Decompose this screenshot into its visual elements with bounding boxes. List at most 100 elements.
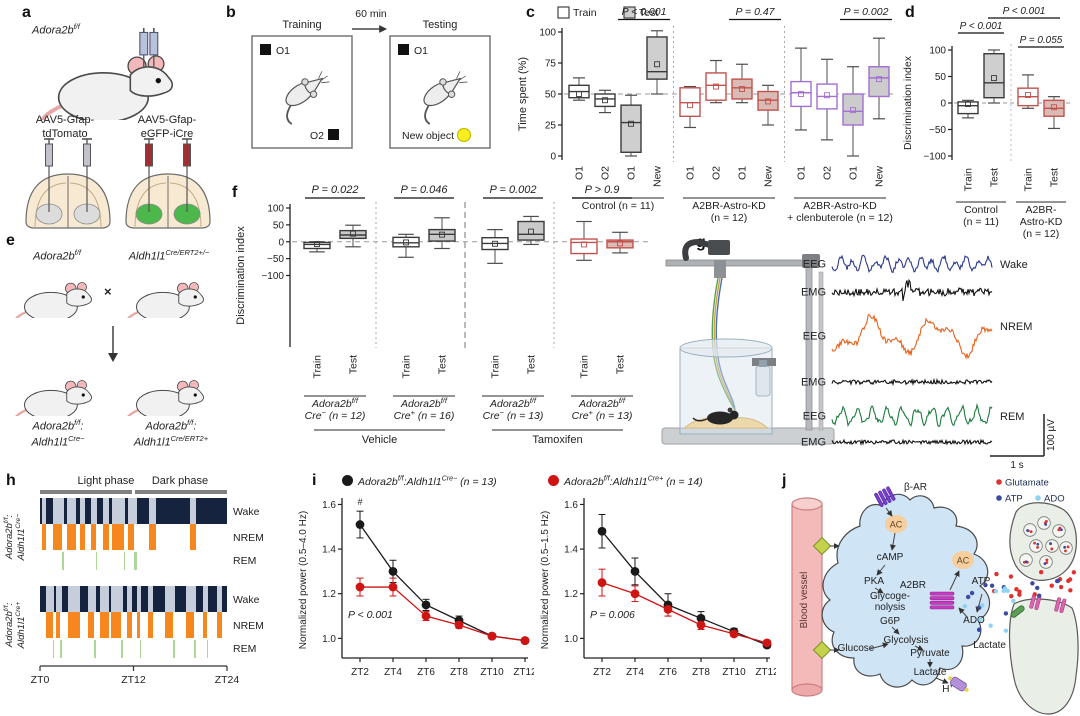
p-value-label: P = 0.47	[735, 6, 775, 18]
signal-trace	[831, 313, 993, 360]
ac-label: AC	[957, 556, 970, 566]
p-value-label: P > 0.9	[585, 184, 620, 196]
astrocyte-signaling-schematic: Blood vessel β-AR AC AC A2BR cAMP PKA Glycoge-n…	[791, 478, 1079, 715]
legend-label: Adora2bf/f:Aldh1l1Cre− (n = 13)	[358, 474, 497, 488]
x-category-label: Test	[348, 355, 360, 374]
x-category-label: Train	[1023, 168, 1035, 192]
panel-h-label: h	[6, 472, 16, 489]
group-name-label: (n = 12)	[711, 212, 747, 224]
arrow-down-icon	[108, 326, 118, 362]
y-tick-label: −100	[923, 152, 946, 163]
y-tick-label: 100	[929, 46, 946, 57]
legend-dot-icon	[1035, 495, 1041, 501]
panel-i: Adora2bf/f:Aldh1l1Cre− (n = 13) Adora2bf/…	[290, 468, 778, 716]
y-tick-label: 50	[935, 72, 947, 83]
y-tick-label: 0	[278, 237, 284, 248]
y-tick-label: 1.0	[564, 634, 578, 645]
x-category-label: Test	[615, 355, 627, 374]
normalized-power-chart-right: 1.0 1.2 1.4 1.6 Normalized power (0.5–1.5 Hz…	[540, 498, 776, 678]
lactate-transporter-icon	[1010, 605, 1025, 618]
x-category-label: O1	[574, 166, 586, 180]
x-category-label: O1	[737, 166, 749, 180]
trace-label: EEG	[803, 259, 826, 271]
astrocyte-shape	[821, 493, 991, 688]
discrimination-index-boxplot-d: 100 50 0 −50 −100 Discrimination index P < 0.0…	[902, 6, 1072, 240]
group-name-label: Adora2bf/f	[311, 396, 359, 410]
group-name-label: Cre+ (n = 13)	[572, 408, 633, 422]
normalized-power-chart-left: 1.0 1.2 1.4 1.6 Normalized power (0.5–4.0 Hz…	[298, 497, 534, 678]
x-category-label: O1	[796, 166, 808, 180]
x-category-label: New	[763, 166, 775, 187]
p-value-label: P = 0.055	[1020, 35, 1063, 46]
y-tick-label: 100	[539, 28, 556, 39]
x-category-label: O1	[626, 166, 638, 180]
legend-label: Adora2bf/f:Aldh1l1Cre+ (n = 14)	[564, 474, 703, 488]
panel-f: 100 50 0 −50 −100 Discrimination index P = 0.0…	[228, 180, 662, 454]
legend-label: ADO	[1044, 494, 1065, 505]
group-name-label: A2BR-Astro-KD	[692, 200, 766, 212]
adenylyl-cyclase-icon	[885, 515, 907, 533]
mouse-illustration	[15, 380, 92, 416]
pyruvate-label: Pyruvate	[910, 648, 950, 659]
offspring1-label: Adora2bf/f: Aldh1l1Cre−	[31, 418, 85, 450]
offspring2-label: Adora2bf/f: Aldh1l1Cre/ERT2+	[133, 418, 209, 450]
x-tick-label: ZT8	[450, 667, 468, 678]
panel-c: Train Test 0 25 50 75 100 Time spent (%) O1 O2 O1 N…	[512, 2, 904, 232]
x-category-label: New	[652, 166, 664, 187]
mouse-drawing	[127, 282, 204, 318]
x-category-label: Test	[526, 355, 538, 374]
parent1-label: Adora2bf/f	[33, 248, 81, 263]
g6p-label: G6P	[880, 616, 900, 627]
p-value-label: P < 0.001	[960, 21, 1003, 32]
p-value-label: P < 0.001	[622, 6, 667, 18]
recording-setup-illustration	[661, 238, 835, 445]
x-category-label: O1	[685, 166, 697, 180]
x-category-label: O2	[600, 166, 612, 180]
panel-d: 100 50 0 −50 −100 Discrimination index P < 0.0…	[898, 2, 1080, 242]
trace-label: EEG	[803, 331, 826, 343]
signal-trace	[831, 402, 993, 428]
mouse-illustration	[127, 282, 204, 318]
trace-label: EEG	[803, 411, 826, 423]
legend-label: Glutamate	[1005, 478, 1049, 489]
dark-phase-label: Dark phase	[152, 475, 208, 487]
y-tick-label: 1.4	[322, 545, 336, 556]
trace-label: EMG	[801, 437, 826, 449]
y-tick-label: 50	[545, 90, 557, 101]
panel-e-label: e	[6, 232, 15, 249]
state-row-label: REM	[233, 555, 256, 567]
signal-trace	[831, 377, 993, 387]
postsynaptic-receptor-icon	[1054, 597, 1067, 614]
glycogenolysis-label: nolysis	[875, 602, 906, 613]
object2-label: O2	[310, 130, 324, 142]
glycolysis-label: Glycolysis	[883, 635, 928, 646]
lactate-synapse-label: Lactate	[973, 640, 1006, 651]
x-tick-label: ZT2	[351, 667, 369, 678]
panel-a: Adora2bf/f AAV5-Gfap-tdTomato AAV5-Gfap-…	[16, 2, 222, 230]
y-tick-label: −100	[261, 271, 284, 282]
mct-transporter-icon	[948, 676, 969, 692]
genotype-label: Adora2bf/f	[32, 22, 80, 37]
panel-i-label: i	[312, 472, 317, 489]
x-tick-label: ZT6	[417, 667, 435, 678]
p-value-label: P = 0.022	[312, 184, 359, 196]
panel-e: Adora2bf/f Aldh1l1Cre/ERT2+/− × Adora2bf…	[4, 232, 228, 452]
x-category-label: Train	[312, 355, 324, 379]
time-spent-boxplot: Train Test 0 25 50 75 100 Time spent (%) O1 O2 O1 N…	[517, 6, 896, 224]
x-category-label: Test	[989, 168, 1001, 187]
parent2-label: Aldh1l1Cre/ERT2+/−	[128, 248, 210, 263]
hypnogram: Light phase Dark phase Wake NREM REM Wake NREM…	[3, 475, 264, 686]
x-tick-label: ZT24	[215, 674, 240, 686]
y-tick-label: 25	[545, 121, 557, 132]
sleep-state-label: NREM	[1000, 321, 1032, 333]
group-name-label: + clenbuterole (n = 12)	[787, 212, 893, 224]
x-category-label: O2	[711, 166, 723, 180]
x-category-label: O1	[848, 166, 860, 180]
y-tick-label: 1.4	[564, 545, 578, 556]
panel-c-label: c	[526, 4, 535, 21]
x-tick-label: ZT2	[593, 667, 611, 678]
x-tick-label: ZT4	[384, 667, 402, 678]
x-category-label: New	[874, 166, 886, 187]
training-title: Training	[282, 19, 321, 31]
sleep-state-label: Wake	[1000, 259, 1028, 271]
